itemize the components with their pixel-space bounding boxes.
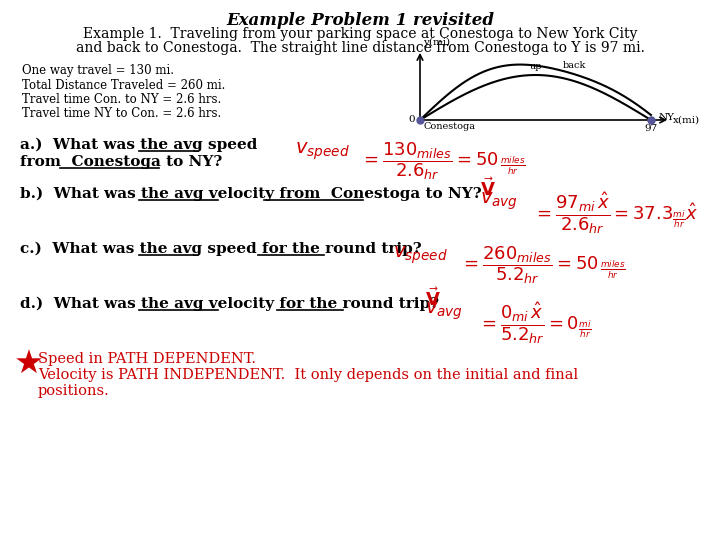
Text: Travel time Con. to NY = 2.6 hrs.: Travel time Con. to NY = 2.6 hrs. [22,93,221,106]
Text: Example 1.  Traveling from your parking space at Conestoga to New York City: Example 1. Traveling from your parking s… [83,27,637,41]
Text: x(mi): x(mi) [673,116,700,125]
Text: 0: 0 [408,116,415,125]
Text: $= \dfrac{130_{miles}}{2.6_{hr}} = 50_{\,\frac{miles}{hr}}$: $= \dfrac{130_{miles}}{2.6_{hr}} = 50_{\… [360,140,526,181]
Text: Example Problem 1 revisited: Example Problem 1 revisited [226,12,494,29]
Text: $= \dfrac{97_{mi}\,\hat{x}}{2.6_{hr}} = 37.3_{\frac{mi}{hr}}\hat{x}$: $= \dfrac{97_{mi}\,\hat{x}}{2.6_{hr}} = … [533,191,698,237]
Text: Speed in PATH DEPENDENT.: Speed in PATH DEPENDENT. [38,352,256,366]
Text: $\mathit{v}_{avg}$: $\mathit{v}_{avg}$ [480,191,518,213]
Text: Velocity is PATH INDEPENDENT.  It only depends on the initial and final: Velocity is PATH INDEPENDENT. It only de… [38,368,578,382]
Text: $\vec{\mathbf{V}}$: $\vec{\mathbf{V}}$ [480,177,496,200]
Text: b.)  What was the avg velocity from  Conestoga to NY?: b.) What was the avg velocity from Cones… [20,187,482,201]
Text: Total Distance Traveled = 260 mi.: Total Distance Traveled = 260 mi. [22,79,225,92]
Text: d.)  What was the avg velocity for the round trip?: d.) What was the avg velocity for the ro… [20,297,439,312]
Text: $\mathit{v}_{speed}$: $\mathit{v}_{speed}$ [295,140,350,161]
Text: c.)  What was the avg speed for the round trip?: c.) What was the avg speed for the round… [20,242,422,256]
Text: $= \dfrac{0_{mi}\,\hat{x}}{5.2_{hr}} = 0_{\frac{mi}{hr}}$: $= \dfrac{0_{mi}\,\hat{x}}{5.2_{hr}} = 0… [478,301,592,346]
Text: up: up [530,62,542,71]
Text: $\vec{\mathbf{V}}$: $\vec{\mathbf{V}}$ [425,287,441,310]
Text: Travel time NY to Con. = 2.6 hrs.: Travel time NY to Con. = 2.6 hrs. [22,107,221,120]
Text: $= \dfrac{260_{miles}}{5.2_{hr}} = 50_{\,\frac{miles}{hr}}$: $= \dfrac{260_{miles}}{5.2_{hr}} = 50_{\… [460,244,626,286]
Text: 97: 97 [644,124,657,133]
Text: $\mathit{v}_{speed}$: $\mathit{v}_{speed}$ [393,244,448,266]
Text: ★: ★ [14,348,44,381]
Text: y(mi): y(mi) [423,38,450,47]
Text: and back to Conestoga.  The straight line distance from Conestoga to Y is 97 mi.: and back to Conestoga. The straight line… [76,41,644,55]
Text: positions.: positions. [38,384,109,398]
Text: One way travel = 130 mi.: One way travel = 130 mi. [22,64,174,77]
Text: a.)  What was the avg speed: a.) What was the avg speed [20,138,257,152]
Text: back: back [563,61,586,70]
Text: from  Conestoga to NY?: from Conestoga to NY? [20,155,222,169]
Text: Conestoga: Conestoga [423,122,475,131]
Text: NY: NY [659,113,675,123]
Text: $\mathit{v}_{avg}$: $\mathit{v}_{avg}$ [425,301,463,322]
